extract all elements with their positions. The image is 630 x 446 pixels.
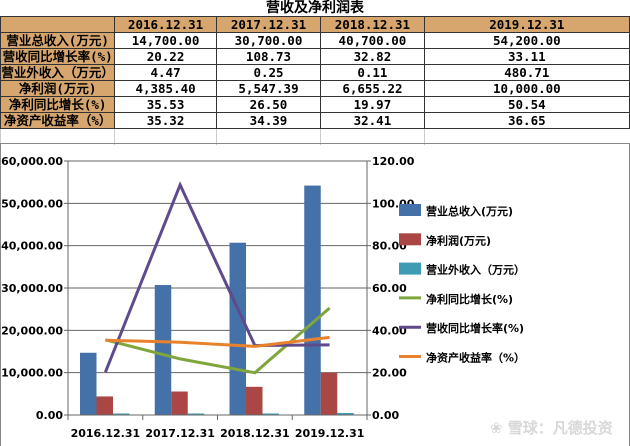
table-header-row: 2016.12.31 2017.12.31 2018.12.31 2019.12.31 [0,16,630,33]
table-row: 净资产收益率（%） 35.32 34.39 32.41 36.65 [0,112,630,129]
row-label: 营业总收入(万元) [0,32,116,49]
legend-label: 营业外收入（万元） [426,263,525,277]
empty-cell [114,128,217,145]
left-tick-label: 20,000.00 [1,324,63,337]
left-tick-label: 40,000.00 [1,240,63,253]
right-tick-label: 120.00 [372,155,415,168]
data-table: 2016.12.31 2017.12.31 2018.12.31 2019.12.31… [0,16,630,145]
table-row: 营收同比增长率(%) 20.22 108.73 32.82 33.11 [0,48,630,65]
series-line [105,335,330,348]
header-cell: 2016.12.31 [114,16,217,33]
bar [96,396,113,415]
table-cell: 4,385.40 [114,80,217,97]
empty-cell [320,128,425,145]
table-title: 营收及净利润表 [266,0,364,16]
right-tick-label: 0.00 [372,409,399,422]
right-tick-label: 20.00 [372,367,407,380]
legend-label: 净资产收益率（%） [426,351,525,365]
left-tick-label: 50,000.00 [1,197,63,210]
right-tick-label: 40.00 [372,324,407,337]
table-cell: 54,200.00 [423,32,630,49]
legend-label: 营收同比增长率(%) [426,321,524,335]
left-tick-label: 60,000.00 [1,155,63,168]
row-label: 营收同比增长率(%) [0,48,116,65]
legend-label: 净利同比增长(%) [426,292,513,306]
table-cell: 30,700.00 [215,32,322,49]
bar [187,413,205,415]
table-cell: 10,000.00 [423,80,630,97]
legend-swatch [399,204,421,216]
bar [154,285,172,415]
empty-cell [0,128,115,145]
x-tick-label: 2016.12.31 [71,427,141,440]
bar [113,413,130,415]
series-line [103,181,330,373]
table-cell: 34.39 [215,112,322,129]
bar [262,413,279,415]
bar [246,386,263,415]
header-cell: 2017.12.31 [215,16,322,33]
table-cell: 35.53 [114,96,217,113]
legend-swatch [399,262,421,275]
series-line [105,306,331,375]
bar [171,391,188,415]
legend-label: 净利润(万元) [426,233,491,247]
legend-swatch [399,233,421,246]
empty-row [0,128,630,145]
x-tick-label: 2018.12.31 [220,427,290,440]
bar [229,242,246,415]
table-cell: 36.65 [423,112,630,129]
table-cell: 35.32 [114,112,217,129]
header-cell [0,16,116,33]
header-cell: 2019.12.31 [423,16,630,33]
left-tick-label: 30,000.00 [1,282,63,295]
bar [80,352,97,415]
empty-cell [215,128,321,145]
bar [304,185,321,415]
left-tick-label: 0.00 [36,409,63,422]
table-cell: 19.97 [320,96,425,113]
right-tick-label: 80.00 [372,240,407,253]
watermark: ❀ 雪球：凡德投资 [490,419,613,437]
x-tick-label: 2017.12.31 [145,427,215,440]
row-label: 净利同比增长(%) [0,96,116,113]
bar [337,412,354,415]
right-tick-label: 60.00 [372,282,407,295]
left-tick-label: 10,000.00 [1,367,63,380]
row-label: 净利润(万元) [0,80,116,97]
row-label: 净资产收益率（%） [0,112,116,129]
bar [320,372,338,415]
empty-cell [423,128,630,145]
legend-label: 营业总收入(万元) [426,204,513,218]
x-tick-label: 2019.12.31 [295,427,365,440]
table-cell: 32.41 [320,112,425,129]
